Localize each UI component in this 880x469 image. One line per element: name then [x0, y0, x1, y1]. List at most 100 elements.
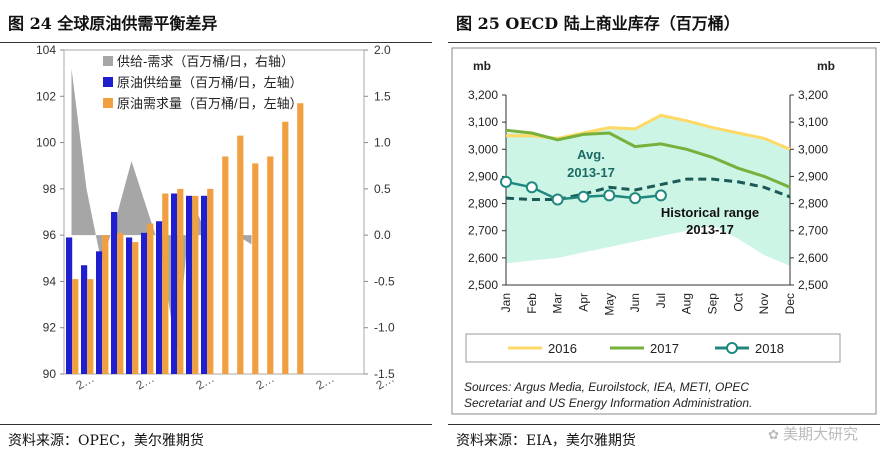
- demand-bar: [117, 232, 124, 374]
- left-axis-tick-label: 2,600: [468, 251, 498, 265]
- demand-bar: [192, 195, 199, 374]
- historical-range-band: [506, 114, 790, 266]
- figure-24-panel: 图 24 全球原油供需平衡差异 90 92 94 96 98 100 102 104 -1.5 -…: [0, 0, 432, 469]
- demand-bar: [267, 156, 274, 374]
- sources-note-line: Sources: Argus Media, Euroilstock, IEA, …: [464, 380, 749, 394]
- demand-bar: [222, 156, 229, 374]
- avg-2013-17-line: [505, 177, 791, 201]
- source-rule: [0, 424, 432, 425]
- figure-25-source: 资料来源：EIA，美尔雅期货: [456, 433, 636, 449]
- figure-24-source: 资料来源：OPEC，美尔雅期货: [8, 433, 204, 449]
- brand-label: 美期大研究: [782, 425, 858, 443]
- supply-bar: [66, 237, 73, 374]
- oecd-stocks-chart: 2,500 2,500 2,600 2,600 2,700 2,700 2,800 2,800…: [451, 47, 877, 415]
- historical-range-annotation-line: 2013-17: [686, 222, 734, 237]
- avg-annotation-line: 2013-17: [567, 165, 615, 180]
- right-axis-tick-label: 2,600: [798, 251, 828, 265]
- left-axis-tick-label: 2,800: [468, 197, 498, 211]
- legend-label: 原油供给量（百万桶/日，左轴）: [117, 75, 303, 90]
- month-tick-label: Aug: [680, 293, 694, 314]
- month-tick-label: Jan: [499, 293, 513, 312]
- series-2018-point: [525, 181, 538, 194]
- series-2018-point: [551, 193, 564, 206]
- left-unit-label: mb: [473, 59, 491, 73]
- legend-swatch: [103, 56, 113, 66]
- right-axis-tick-label: 1.0: [374, 136, 391, 150]
- demand-bar: [177, 188, 184, 374]
- series-2018-point: [500, 175, 512, 188]
- demand-bar: [252, 163, 259, 374]
- right-axis-tick-label: 2,900: [798, 169, 828, 183]
- left-axis-tick-label: 2,700: [468, 224, 498, 238]
- figure-24-title: 图 24 全球原油供需平衡差异: [8, 14, 218, 33]
- month-tick-label: Mar: [551, 293, 565, 314]
- legend-label: 供给-需求（百万桶/日，右轴）: [117, 54, 294, 69]
- month-tick-label: Dec: [783, 293, 797, 314]
- right-axis-tick-label: 3,200: [798, 88, 828, 102]
- legend-label: 2017: [650, 341, 679, 356]
- supply-bar: [201, 195, 208, 374]
- left-axis-tick-label: 3,000: [468, 142, 498, 156]
- supply-bar: [141, 232, 148, 374]
- series-2018-point: [603, 189, 616, 202]
- series-2017-line: [505, 128, 791, 189]
- right-axis-tick-label: -0.5: [374, 274, 395, 288]
- title-rule: [448, 42, 880, 43]
- demand-bar: [297, 103, 304, 374]
- left-axis-tick-label: 102: [36, 89, 56, 103]
- left-axis-tick-label: 3,100: [468, 115, 498, 129]
- left-axis-tick-label: 92: [43, 321, 57, 335]
- legend-marker: [726, 342, 738, 354]
- demand-bar: [87, 279, 94, 374]
- series-2018-point: [654, 189, 667, 202]
- right-axis-tick-label: 2.0: [374, 43, 391, 57]
- demand-bar: [72, 279, 79, 374]
- right-axis-tick-label: 0.0: [374, 228, 391, 242]
- sources-note-line: Secretariat and US Energy Information Ad…: [464, 396, 752, 410]
- supply-bar: [156, 221, 163, 374]
- brand-watermark: ✿ 美期大研究: [768, 423, 858, 444]
- supply-bar: [111, 212, 118, 374]
- left-axis-tick-label: 3,200: [468, 88, 498, 102]
- right-unit-label: mb: [817, 59, 835, 73]
- figure-25-panel: 图 25 OECD 陆上商业库存（百万桶） 2,500 2,500 2,600 2,6…: [448, 0, 880, 469]
- demand-bar: [237, 135, 244, 374]
- right-axis-tick-label: 2,700: [798, 224, 828, 238]
- left-axis-tick-label: 98: [43, 182, 57, 196]
- series-2018-point: [577, 190, 590, 203]
- demand-bar: [207, 188, 214, 374]
- right-axis-tick-label: 0.5: [374, 182, 391, 196]
- left-axis-tick-label: 100: [36, 136, 56, 150]
- supply-bar: [171, 193, 178, 374]
- right-axis-tick-label: 2,800: [798, 197, 828, 211]
- demand-bar: [132, 242, 139, 374]
- supply-bar: [81, 265, 88, 374]
- legend-label: 原油需求量（百万桶/日，左轴）: [117, 96, 303, 111]
- right-axis-tick-label: 1.5: [374, 89, 391, 103]
- legend-swatch: [103, 98, 113, 108]
- demand-bar: [162, 193, 169, 374]
- supply-bar: [186, 195, 193, 374]
- month-tick-label: Feb: [525, 293, 539, 314]
- supply-bar: [96, 251, 103, 374]
- demand-bar: [147, 223, 154, 374]
- figure-25-title: 图 25 OECD 陆上商业库存（百万桶）: [456, 14, 740, 33]
- month-tick-label: Apr: [576, 293, 590, 312]
- legend-label: 2016: [548, 341, 577, 356]
- wechat-icon: ✿: [768, 428, 779, 443]
- series-2018-point: [629, 192, 642, 205]
- legend-swatch: [103, 77, 113, 87]
- month-tick-label: Sep: [706, 293, 720, 315]
- right-axis-tick-label: 2,500: [798, 278, 828, 292]
- legend-label: 2018: [755, 341, 784, 356]
- left-axis-tick-label: 94: [43, 274, 57, 288]
- month-tick-label: Jul: [654, 293, 668, 308]
- demand-bar: [102, 235, 109, 374]
- right-axis-tick-label: 3,100: [798, 115, 828, 129]
- month-tick-label: Nov: [757, 293, 771, 314]
- supply-demand-chart: 90 92 94 96 98 100 102 104 -1.5 -1.0 -0.5 0.0 0.5 1.0…: [36, 43, 397, 393]
- supply-bar: [126, 237, 133, 374]
- right-axis-tick-label: -1.5: [374, 367, 395, 381]
- left-axis-tick-label: 104: [36, 43, 56, 57]
- left-axis-tick-label: 2,900: [468, 169, 498, 183]
